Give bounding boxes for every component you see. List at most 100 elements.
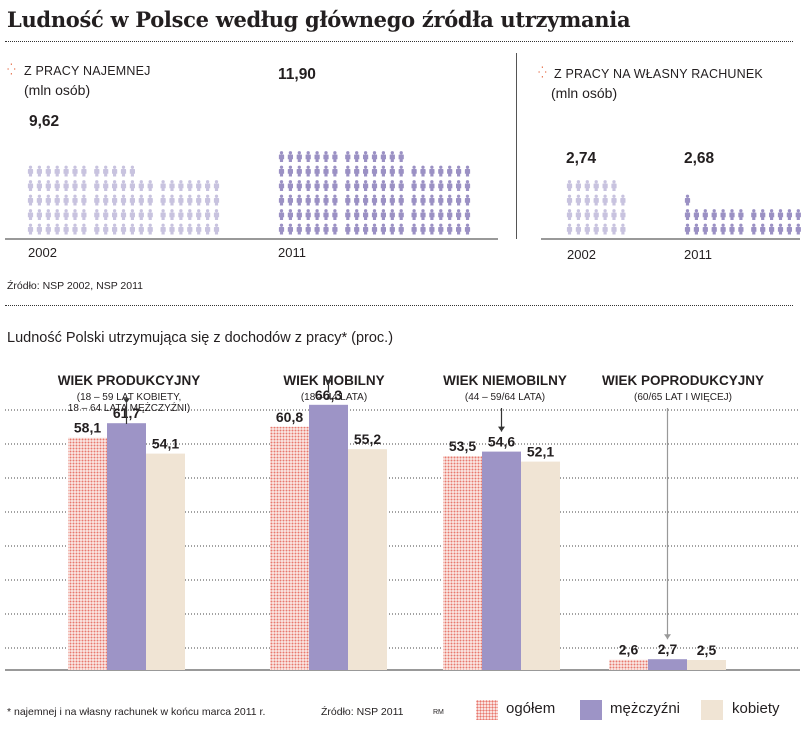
person-pictogram-icon <box>120 180 127 191</box>
person-pictogram-icon <box>398 180 404 191</box>
person-pictogram-icon <box>278 223 285 235</box>
data-label: 2,6 <box>619 642 639 658</box>
person-pictogram-icon <box>420 165 426 177</box>
person-pictogram-icon <box>323 194 329 206</box>
person-pictogram-icon <box>196 180 202 191</box>
person-pictogram-icon <box>389 180 395 191</box>
unit-label-hired: (mln osób) <box>24 82 91 98</box>
person-pictogram-icon <box>147 194 153 206</box>
person-pictogram-icon <box>138 223 144 235</box>
person-pictogram-icon <box>760 223 766 235</box>
person-pictogram-icon <box>213 209 220 220</box>
person-pictogram-icon <box>566 180 573 191</box>
person-pictogram-icon <box>429 165 435 177</box>
person-pictogram-icon <box>305 223 311 235</box>
person-pictogram-icon <box>54 180 60 191</box>
person-pictogram-icon <box>103 194 109 206</box>
data-label: 2,5 <box>697 642 717 658</box>
person-pictogram-icon <box>611 209 617 220</box>
section-divider <box>5 305 793 306</box>
value-hired-2002: 9,62 <box>29 113 60 130</box>
person-pictogram-icon <box>602 180 608 191</box>
person-pictogram-icon <box>160 209 166 220</box>
person-pictogram-icon <box>738 209 744 220</box>
person-pictogram-icon <box>103 165 109 177</box>
person-pictogram-icon <box>362 194 369 206</box>
person-pictogram-icon <box>575 209 582 220</box>
person-pictogram-icon <box>786 209 793 220</box>
person-pictogram-icon <box>711 209 717 220</box>
person-pictogram-icon <box>103 180 109 191</box>
person-pictogram-icon <box>129 209 136 220</box>
person-pictogram-icon <box>213 194 220 206</box>
person-pictogram-icon <box>411 194 417 206</box>
person-pictogram-icon <box>169 209 175 220</box>
person-pictogram-icon <box>332 223 338 235</box>
source-top: Źródło: NSP 2002, NSP 2011 <box>7 280 144 292</box>
person-pictogram-icon <box>398 151 404 162</box>
person-pictogram-icon <box>187 209 193 220</box>
person-pictogram-icon <box>602 209 608 220</box>
person-pictogram-icon <box>438 180 444 191</box>
person-pictogram-icon <box>751 209 757 220</box>
source-bottom: Źródło: NSP 2011 <box>321 706 404 718</box>
person-pictogram-icon <box>72 194 78 206</box>
person-pictogram-icon <box>420 223 426 235</box>
person-pictogram-icon <box>63 209 69 220</box>
data-label: 52,1 <box>527 444 554 460</box>
person-pictogram-icon <box>429 180 435 191</box>
person-pictogram-icon <box>729 223 735 235</box>
person-pictogram-icon <box>438 223 444 235</box>
person-pictogram-icon <box>693 209 700 220</box>
person-pictogram-icon <box>129 194 136 206</box>
person-pictogram-icon <box>178 223 184 235</box>
person-pictogram-icon <box>213 180 220 191</box>
person-pictogram-icon <box>187 180 193 191</box>
person-pictogram-icon <box>305 194 311 206</box>
person-pictogram-icon <box>464 194 471 206</box>
person-pictogram-icon <box>464 180 471 191</box>
person-pictogram-icon <box>593 223 599 235</box>
person-pictogram-icon <box>620 194 626 206</box>
person-pictogram-icon <box>120 209 127 220</box>
person-pictogram-icon <box>45 194 51 206</box>
person-pictogram-icon <box>566 209 573 220</box>
person-pictogram-icon <box>278 180 285 191</box>
person-pictogram-icon <box>147 209 153 220</box>
footnote: * najemnej i na własny rachunek w końcu … <box>7 706 266 718</box>
person-pictogram-icon <box>354 194 360 206</box>
person-pictogram-icon <box>296 151 302 162</box>
person-pictogram-icon <box>611 194 617 206</box>
person-pictogram-icon <box>729 209 735 220</box>
orange-marker-icon: ⁛ <box>538 67 547 79</box>
person-pictogram-icon <box>27 180 34 191</box>
person-pictogram-icon <box>362 209 369 220</box>
year-hired-2011: 2011 <box>278 245 306 260</box>
person-pictogram-icon <box>786 223 793 235</box>
person-pictogram-icon <box>702 223 708 235</box>
person-pictogram-icon <box>81 180 87 191</box>
data-label: 58,1 <box>74 420 101 436</box>
person-pictogram-icon <box>332 180 338 191</box>
person-pictogram-icon <box>411 180 417 191</box>
person-pictogram-icon <box>287 180 294 191</box>
person-pictogram-icon <box>398 209 404 220</box>
person-pictogram-icon <box>314 151 320 162</box>
person-pictogram-icon <box>160 180 166 191</box>
year-self-2011: 2011 <box>684 247 712 262</box>
person-pictogram-icon <box>169 223 175 235</box>
person-pictogram-icon <box>332 151 338 162</box>
person-pictogram-icon <box>129 180 136 191</box>
person-pictogram-icon <box>204 209 211 220</box>
person-pictogram-icon <box>278 165 285 177</box>
person-pictogram-icon <box>602 223 608 235</box>
data-label: 60,8 <box>276 409 303 425</box>
person-pictogram-icon <box>323 151 329 162</box>
person-pictogram-icon <box>380 180 387 191</box>
person-pictogram-icon <box>411 165 417 177</box>
bar-mezczyzni <box>309 404 348 670</box>
person-pictogram-icon <box>54 223 60 235</box>
person-pictogram-icon <box>296 223 302 235</box>
person-pictogram-icon <box>314 180 320 191</box>
person-pictogram-icon <box>36 194 43 206</box>
